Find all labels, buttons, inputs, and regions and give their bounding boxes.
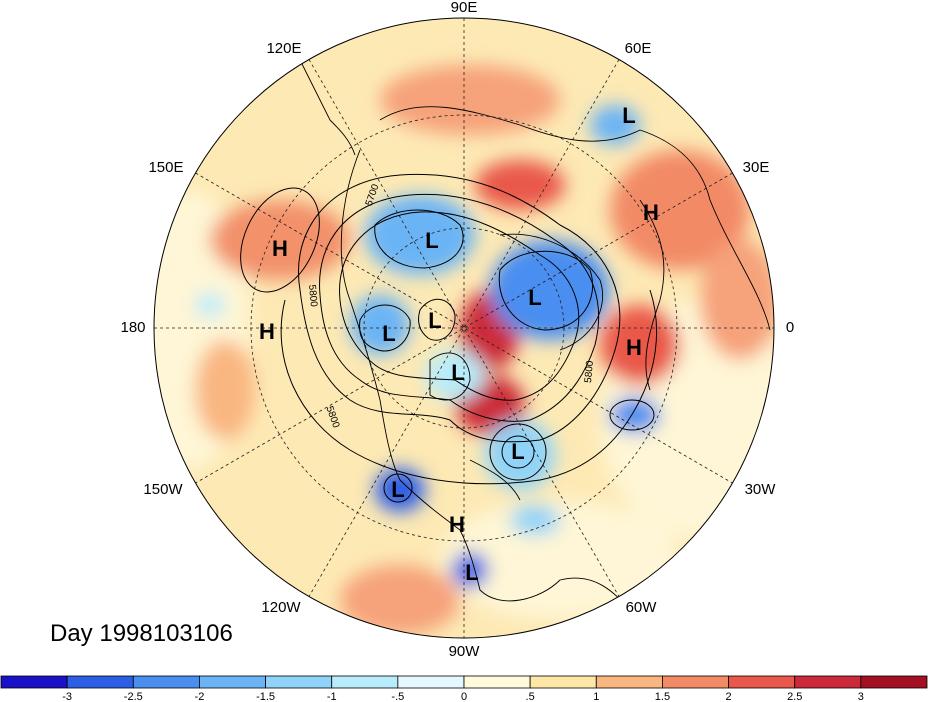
- colorbar-box: [662, 675, 729, 689]
- low-pressure-marker: L: [511, 439, 524, 464]
- longitude-label: 90W: [449, 643, 481, 660]
- contour-label: 5800: [583, 360, 596, 384]
- colorbar-box: [265, 675, 333, 689]
- colorbar-tick-label: 1.5: [655, 691, 670, 702]
- low-pressure-marker: L: [428, 308, 441, 333]
- low-pressure-marker: L: [382, 321, 395, 346]
- map-boundary: [153, 17, 775, 639]
- polar-stereographic-map: 90E 60E 30E 0 30W 60W 90W 120W 150W 180 150E 120E 5…: [120, 0, 794, 660]
- colorbar-tick-label: 2: [726, 691, 732, 702]
- colorbar-tick-label: 3: [858, 691, 864, 702]
- high-pressure-marker: H: [272, 236, 288, 261]
- colorbar-box: [463, 675, 531, 689]
- low-pressure-marker: L: [425, 228, 438, 253]
- low-pressure-marker: L: [622, 103, 635, 128]
- colorbar-tick-label: -2.5: [124, 691, 143, 702]
- colorbar-tick-label: -3: [62, 691, 72, 702]
- colorbar-box: [397, 675, 465, 689]
- colorbar-box: [132, 675, 200, 689]
- high-pressure-marker: H: [626, 335, 642, 360]
- colorbar-tick-label: -1.5: [256, 691, 275, 702]
- longitude-labels: 90E 60E 30E 0 30W 60W 90W 120W 150W 180 150E 120E: [120, 0, 794, 660]
- anomaly-field: [154, 18, 774, 638]
- colorbar-box: [860, 675, 928, 689]
- colorbar-box: [529, 675, 597, 689]
- longitude-label: 60W: [626, 599, 658, 616]
- colorbar-box: [0, 675, 68, 689]
- colorbar-tick-label: 2.5: [787, 691, 802, 702]
- low-pressure-marker: L: [465, 560, 478, 585]
- colorbar-tick-label: -2: [195, 691, 205, 702]
- longitude-label: 60E: [625, 40, 652, 57]
- low-pressure-marker: L: [451, 360, 464, 385]
- colorbar: -3 -2.5 -2 -1.5 -1 -.5 0 .5 1 1.5 2 2.5 3: [0, 675, 928, 702]
- longitude-label: 0: [786, 319, 794, 336]
- longitude-label: 150W: [143, 481, 183, 498]
- contour-label: 5800: [306, 284, 319, 308]
- low-pressure-marker: L: [528, 285, 541, 310]
- longitude-label: 30E: [743, 159, 770, 176]
- high-pressure-marker: H: [643, 200, 659, 225]
- colorbar-tick-label: -.5: [391, 691, 404, 702]
- colorbar-tick-label: .5: [526, 691, 535, 702]
- longitude-label: 120E: [266, 40, 301, 57]
- colorbar-box: [794, 675, 862, 689]
- colorbar-box: [66, 675, 134, 689]
- colorbar-tick-label: -1: [327, 691, 337, 702]
- colorbar-box: [199, 675, 266, 689]
- colorbar-box: [595, 675, 663, 689]
- longitude-label: 90E: [451, 0, 478, 16]
- low-pressure-marker: L: [391, 477, 404, 502]
- colorbar-tick-label: 0: [461, 691, 467, 702]
- longitude-label: 150E: [148, 159, 183, 176]
- longitude-label: 180: [120, 319, 145, 336]
- colorbar-box: [331, 675, 399, 689]
- longitude-label: 120W: [261, 599, 301, 616]
- longitude-label: 30W: [745, 481, 777, 498]
- colorbar-tick-label: 1: [593, 691, 599, 702]
- colorbar-box: [728, 675, 796, 689]
- high-pressure-marker: H: [259, 319, 275, 344]
- high-pressure-marker: H: [449, 512, 465, 537]
- map-title: Day 1998103106: [50, 620, 233, 647]
